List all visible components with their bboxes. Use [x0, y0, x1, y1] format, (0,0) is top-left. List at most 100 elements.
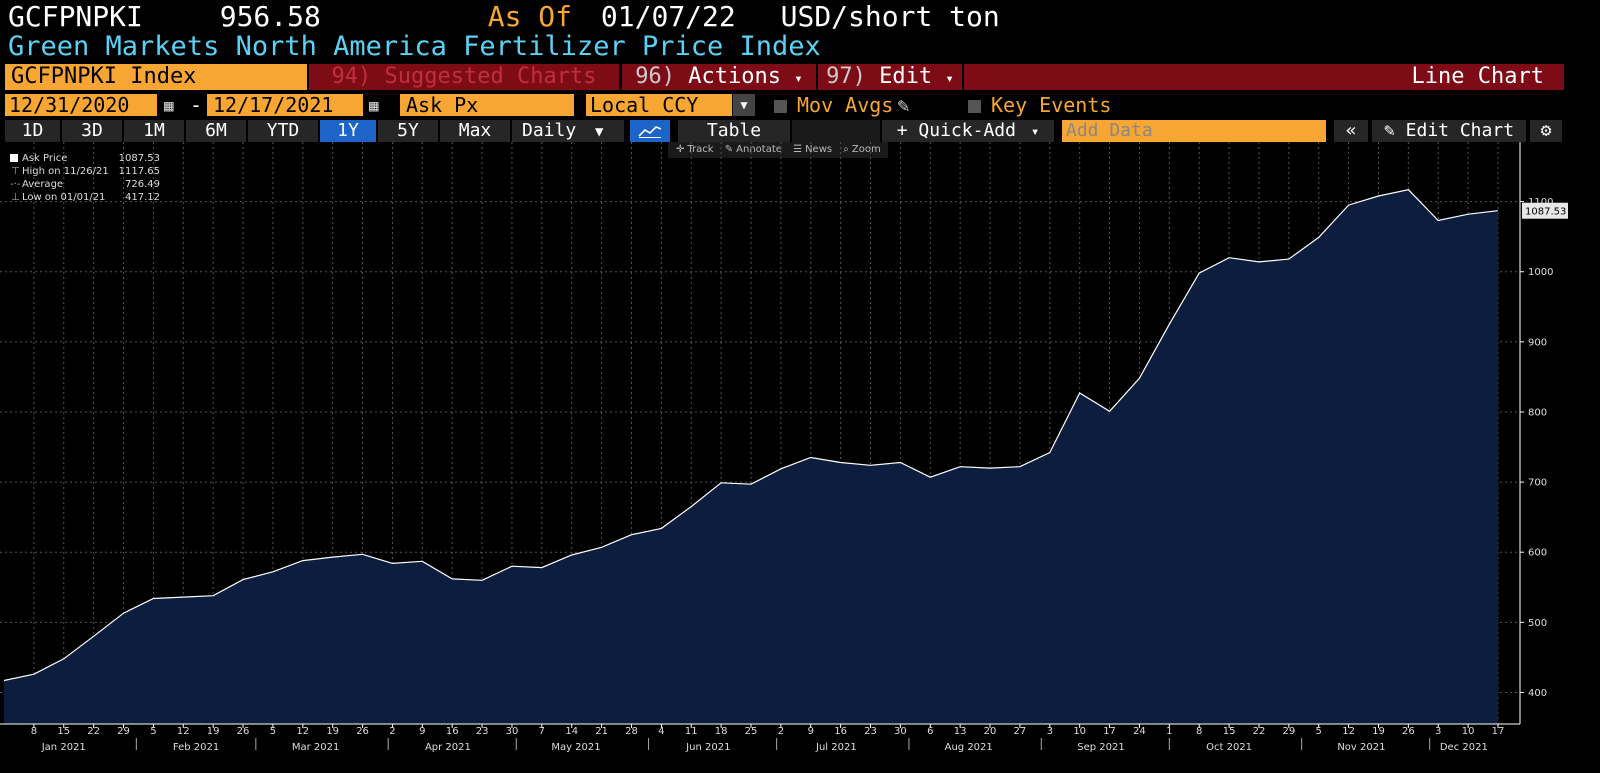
add-data-input[interactable]: Add Data [1062, 120, 1326, 142]
annotate-icon: ✎ [724, 144, 734, 155]
field-selector[interactable]: Ask Px [400, 94, 574, 116]
low-marker-icon: ⊥ [11, 192, 20, 203]
table-button[interactable]: Table [678, 120, 790, 142]
range-5y[interactable]: 5Y [378, 120, 438, 142]
currency-selector[interactable]: Local CCY [586, 94, 732, 116]
legend-label: High on 11/26/21 [22, 166, 109, 177]
legend-value: 726.49 [125, 179, 160, 190]
annotate-tool[interactable]: Annotate [736, 144, 782, 155]
calendar-icon[interactable]: ▦ [164, 96, 174, 115]
line-chart-icon[interactable] [630, 120, 670, 142]
frequency-selector[interactable]: Daily ▼ [512, 120, 624, 142]
x-tick-label: 3 [1435, 726, 1441, 737]
x-tick-label: 26 [1402, 726, 1415, 737]
month-label: Apr 2021 [425, 742, 471, 753]
x-tick-label: 22 [87, 726, 100, 737]
legend-row-ask: Ask Price 1087.53 [10, 152, 160, 165]
x-tick-label: 19 [207, 726, 220, 737]
suggested-label: Suggested Charts [384, 64, 597, 89]
legend-row-average: -·- Average 726.49 [10, 178, 160, 191]
x-tick-label: 30 [506, 726, 519, 737]
chart-tools-bar: ✛ Track ✎ Annotate ☰ News ⌕ Zoom [668, 142, 888, 158]
pencil-icon[interactable]: ✎ [897, 93, 910, 117]
x-tick-label: 22 [1253, 726, 1266, 737]
legend-value: 1117.65 [118, 166, 160, 177]
x-tick-label: 9 [808, 726, 814, 737]
ticker: GCFPNPKI [8, 0, 143, 33]
x-tick-label: 1 [1166, 726, 1172, 737]
x-tick-label: 23 [476, 726, 489, 737]
title-row: GCFPNPKI 956.58 As Of 01/07/22 USD/short… [8, 0, 1000, 34]
x-tick-label: 19 [326, 726, 339, 737]
x-tick-label: 14 [565, 726, 578, 737]
range-3d[interactable]: 3D [62, 120, 122, 142]
range-ytd[interactable]: YTD [248, 120, 318, 142]
y-tick-label: 1000 [1528, 267, 1553, 278]
edit-chart-button[interactable]: ✎ Edit Chart [1372, 120, 1526, 142]
checkbox-icon[interactable] [968, 100, 981, 113]
x-tick-label: 2 [389, 726, 395, 737]
index-subtitle: Green Markets North America Fertilizer P… [8, 31, 821, 62]
chevron-down-icon[interactable]: ▼ [733, 94, 755, 116]
collapse-icon[interactable]: « [1334, 120, 1368, 142]
chevron-down-icon: ▾ [1030, 124, 1040, 140]
x-tick-label: 26 [356, 726, 369, 737]
toolbar-spacer [792, 120, 880, 142]
month-label: Sep 2021 [1077, 742, 1124, 753]
high-marker-icon: ⊤ [11, 166, 20, 177]
range-max[interactable]: Max [440, 120, 510, 142]
security-field[interactable]: GCFPNPKI Index [5, 64, 307, 90]
end-date-input[interactable]: 12/17/2021 [207, 94, 363, 116]
last-price: 956.58 [219, 0, 321, 33]
x-tick-label: 5 [150, 726, 156, 737]
month-label: Oct 2021 [1206, 742, 1252, 753]
x-tick-label: 10 [1073, 726, 1086, 737]
mov-avgs-toggle[interactable]: Mov Avgs ✎ [774, 94, 909, 116]
key-events-label: Key Events [991, 93, 1112, 117]
quick-add-button[interactable]: + Quick-Add ▾ [882, 120, 1054, 142]
x-tick-label: 2 [778, 726, 784, 737]
y-tick-label: 400 [1528, 688, 1547, 699]
x-tick-label: 15 [1223, 726, 1236, 737]
x-tick-label: 25 [745, 726, 758, 737]
chevron-down-icon: ▾ [794, 71, 803, 87]
zoom-icon: ⌕ [843, 144, 849, 155]
mov-avgs-label: Mov Avgs [797, 93, 894, 117]
as-of-label: As Of [487, 0, 573, 33]
x-tick-label: 21 [595, 726, 608, 737]
x-tick-label: 13 [954, 726, 967, 737]
x-tick-label: 16 [834, 726, 847, 737]
x-tick-label: 28 [625, 726, 638, 737]
x-tick-label: 8 [31, 726, 37, 737]
key-events-toggle[interactable]: Key Events [968, 94, 1111, 116]
news-tool[interactable]: News [805, 144, 833, 155]
x-tick-label: 15 [57, 726, 70, 737]
legend-label: Ask Price [22, 153, 68, 164]
last-value-label: 1087.53 [1525, 207, 1566, 218]
track-tool[interactable]: Track [687, 144, 714, 155]
legend-value: 417.12 [125, 192, 160, 203]
chart-legend: Ask Price 1087.53 ⊤ High on 11/26/21 111… [10, 152, 160, 204]
news-icon: ☰ [793, 144, 803, 155]
frequency-label: Daily [522, 120, 577, 141]
x-tick-label: 26 [237, 726, 250, 737]
range-1d[interactable]: 1D [5, 120, 60, 142]
start-date-input[interactable]: 12/31/2020 [5, 94, 157, 116]
x-tick-label: 17 [1103, 726, 1116, 737]
range-1y[interactable]: 1Y [320, 120, 376, 142]
last-value-box [1522, 202, 1568, 219]
range-6m[interactable]: 6M [186, 120, 246, 142]
suggested-num: 94) [331, 64, 372, 89]
actions-menu-button[interactable]: 96) Actions ▾ [622, 64, 816, 90]
settings-gear-icon[interactable]: ⚙ [1530, 120, 1562, 142]
checkbox-icon[interactable] [774, 100, 787, 113]
edit-menu-button[interactable]: 97) Edit ▾ [818, 64, 962, 90]
x-tick-label: 30 [894, 726, 907, 737]
x-tick-label: 29 [117, 726, 130, 737]
range-1m[interactable]: 1M [124, 120, 184, 142]
calendar-icon[interactable]: ▦ [369, 96, 379, 115]
zoom-tool[interactable]: Zoom [851, 144, 881, 155]
suggested-charts-button[interactable]: 94) Suggested Charts [309, 64, 619, 90]
month-label: Feb 2021 [173, 742, 219, 753]
